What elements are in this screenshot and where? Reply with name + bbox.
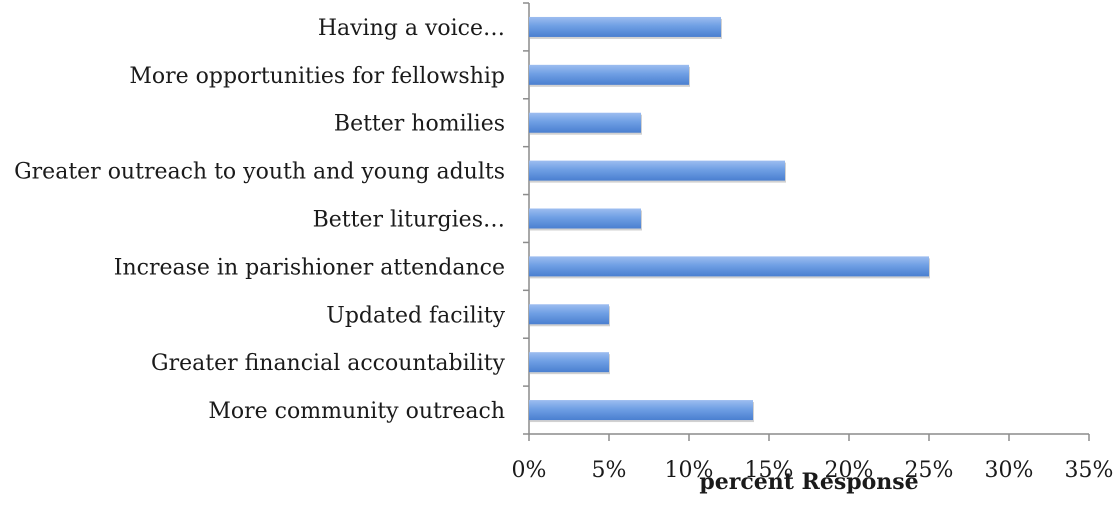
bar	[529, 64, 689, 85]
category-label: Better liturgies…	[313, 208, 505, 233]
x-tick-label: 20%	[825, 458, 874, 483]
category-label: More opportunities for fellowship	[129, 64, 505, 89]
x-tick-label: 5%	[592, 458, 627, 483]
x-axis-title: percent Response	[699, 469, 918, 495]
category-label: Greater outreach to youth and young adul…	[14, 160, 505, 185]
bar	[529, 352, 609, 373]
category-label: Greater financial accountability	[151, 351, 506, 376]
bar	[529, 208, 641, 229]
bar	[529, 160, 785, 181]
x-tick-label: 35%	[1065, 458, 1114, 483]
x-tick-label: 0%	[512, 458, 547, 483]
category-label: Updated facility	[326, 303, 505, 328]
x-tick-label: 30%	[985, 458, 1034, 483]
category-label: Increase in parishioner attendance	[114, 255, 505, 280]
bar	[529, 304, 609, 325]
category-label: More community outreach	[208, 399, 505, 424]
bar	[529, 16, 721, 37]
x-tick-label: 10%	[665, 458, 714, 483]
plot-area: 0% 5% 10% 15% 20% 25% 30% 35% Having a voice… Mor…	[14, 2, 1114, 483]
category-label: Having a voice…	[318, 16, 505, 41]
bar	[529, 112, 641, 133]
x-tick-label: 15%	[745, 458, 794, 483]
category-label: Better homilies	[334, 112, 505, 137]
bar	[529, 256, 929, 277]
x-tick-label: 25%	[905, 458, 954, 483]
bar	[529, 400, 753, 421]
